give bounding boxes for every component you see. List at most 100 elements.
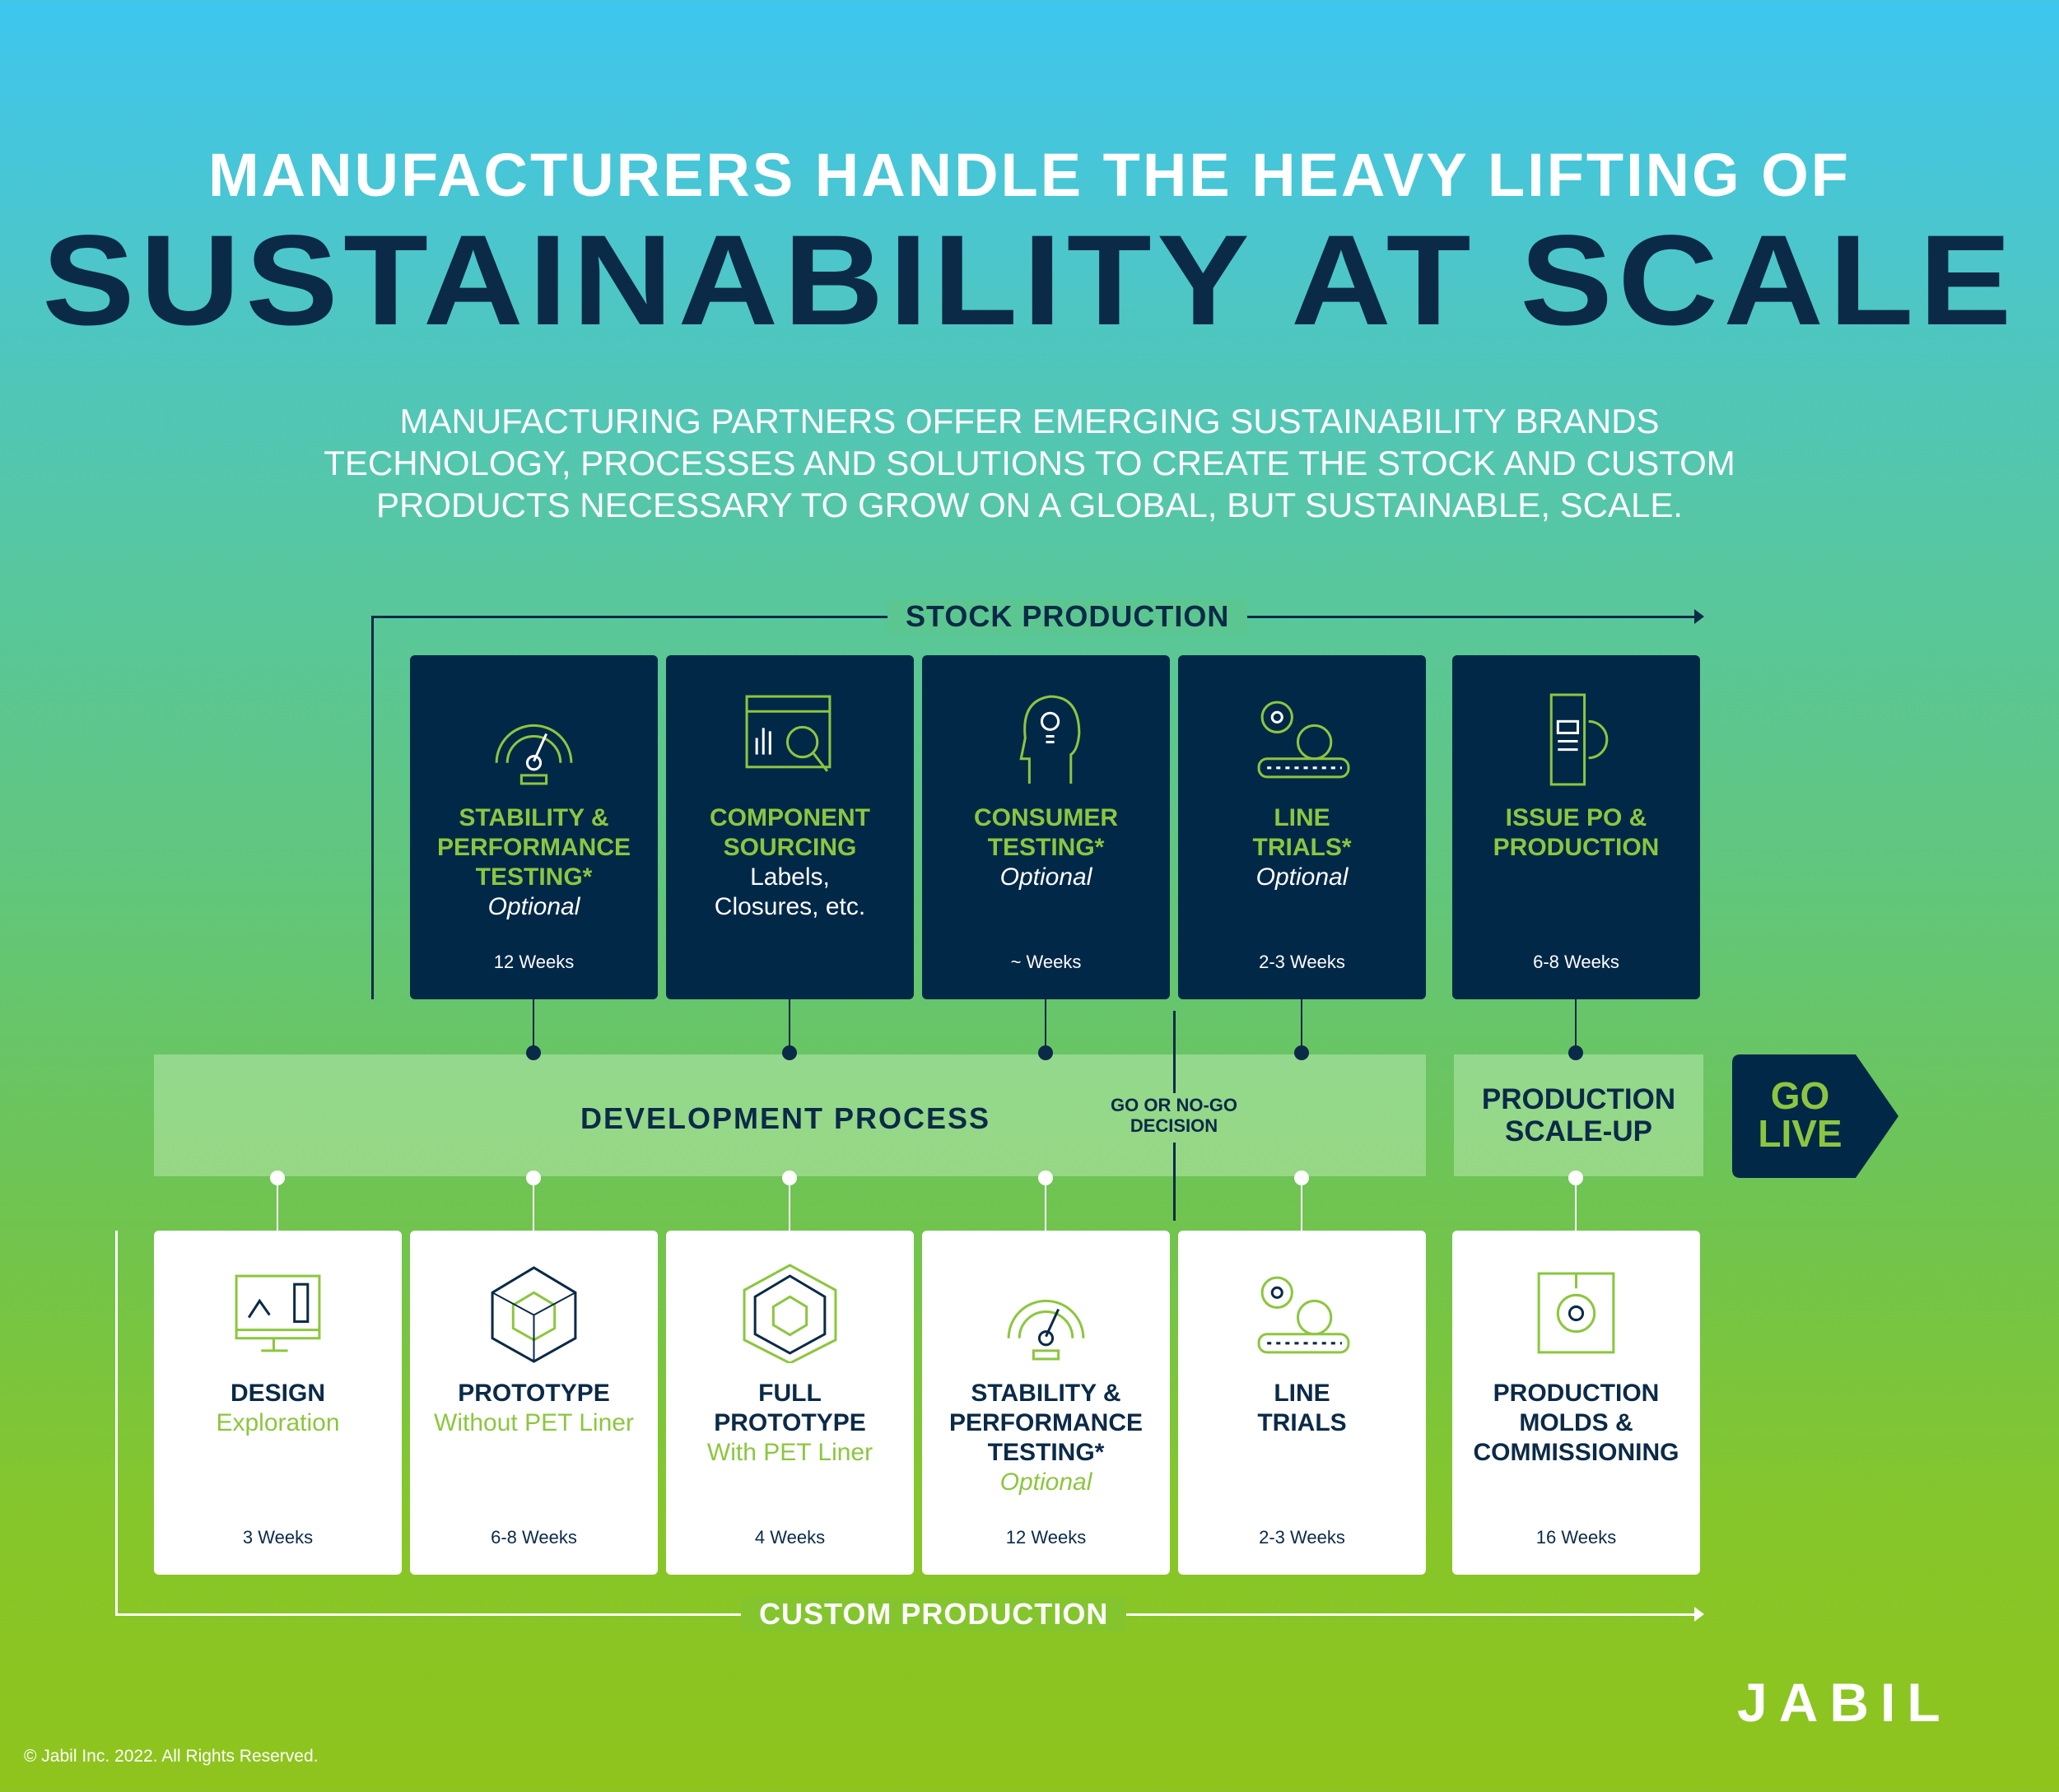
card-title-line: STABILITY & [459,804,609,831]
connector-dot [270,1171,285,1185]
card-title: PRODUCTION MOLDS & COMMISSIONING [1452,1379,1700,1468]
connector-line [533,999,534,1054]
card-duration: 6-8 Weeks [1533,952,1619,972]
card-subtitle: Without PET Liner [434,1409,634,1436]
card-title: LINE TRIALS* Optional [1178,803,1426,892]
scaleup-line: PRODUCTION [1481,1083,1676,1115]
card-duration: 2-3 Weeks [1259,952,1345,972]
card-title: STABILITY & PERFORMANCE TESTING* Optional [410,803,658,922]
card-title: LINE TRIALS [1178,1379,1426,1438]
card-duration: 2-3 Weeks [1259,1527,1345,1548]
card-title: ISSUE PO & PRODUCTION [1452,803,1700,863]
cube-wireframe-icon [484,1264,584,1363]
connector-line [789,1178,790,1231]
go-no-go-decision: GO OR NO-GO DECISION [1092,1095,1256,1136]
card-subtitle: With PET Liner [706,1439,873,1466]
card-title-line: LINE [1274,804,1330,831]
headline-line1: MANUFACTURERS HANDLE THE HEAVY LIFTING O… [208,141,1851,209]
jabil-logo: JABIL [1737,1672,1952,1733]
intro-line: MANUFACTURING PARTNERS OFFER EMERGING SU… [399,402,1660,440]
connector-dot [1038,1171,1053,1185]
connector-dot [782,1045,797,1060]
connector-line [1301,1178,1302,1231]
connector-dot [1038,1045,1053,1060]
connector-line [1045,999,1046,1054]
stock-arrowhead-icon [1694,609,1704,624]
stock-card: LINE TRIALS* Optional 2-3 Weeks [1178,655,1426,999]
card-subtitle: Closures, etc. [714,893,866,920]
card-title-line: TESTING* [987,834,1105,861]
head-lightbulb-icon [996,688,1096,788]
go-live-arrow [1732,1054,1898,1178]
card-title-line: PRODUCTION [1493,1380,1660,1407]
connector-dot [1294,1045,1309,1060]
intro-paragraph: MANUFACTURING PARTNERS OFFER EMERGING SU… [247,400,1812,526]
go-live-line: GO [1770,1074,1830,1117]
stock-card: COMPONENT SOURCING Labels, Closures, etc. [666,655,914,999]
card-duration: 4 Weeks [754,1527,826,1548]
custom-left-line [115,1231,118,1615]
decision-line: DECISION [1130,1115,1218,1136]
connector-line [1575,1178,1577,1231]
card-title-line: DESIGN [230,1380,326,1407]
card-subtitle: Labels, [750,863,830,891]
card-subtitle: Optional [999,863,1092,891]
stock-left-line [371,616,374,999]
card-subtitle: Optional [487,893,580,920]
card-duration: 3 Weeks [242,1527,314,1548]
card-duration: ~ Weeks [1010,952,1082,972]
card-title-line: TESTING* [987,1439,1105,1466]
card-title: PROTOTYPE Without PET Liner [410,1379,658,1438]
card-title-line: ISSUE PO & [1505,804,1647,831]
card-title: DESIGN Exploration [154,1379,402,1438]
stock-card: ISSUE PO & PRODUCTION 6-8 Weeks [1452,655,1700,999]
card-title-line: MOLDS & [1519,1409,1633,1436]
connector-line [1301,999,1302,1054]
connector-dot [1568,1045,1583,1060]
card-title-line: COMMISSIONING [1473,1439,1679,1466]
custom-card: PRODUCTION MOLDS & COMMISSIONING 16 Weeks [1452,1231,1700,1575]
custom-card: FULL PROTOTYPE With PET Liner 4 Weeks [666,1231,914,1575]
card-title: COMPONENT SOURCING Labels, Closures, etc. [666,803,914,922]
monitor-design-icon [228,1264,328,1363]
card-title-line: PERFORMANCE [948,1409,1143,1436]
copyright: © Jabil Inc. 2022. All Rights Reserved. [24,1747,319,1766]
connector-dot [1294,1171,1309,1185]
card-title-line: FULL [758,1380,822,1407]
intro-line: PRODUCTS NECESSARY TO GROW ON A GLOBAL, … [375,486,1684,524]
connector-line [1045,1178,1046,1231]
stock-production-label: STOCK PRODUCTION [887,599,1248,634]
card-title-line: PROTOTYPE [714,1409,866,1436]
document-gear-icon [1526,688,1626,788]
connector-line [533,1178,534,1231]
go-live-line: LIVE [1758,1112,1842,1155]
connector-line [277,1178,278,1231]
card-title-line: TESTING* [475,863,593,891]
card-title-line: TRIALS* [1252,834,1352,861]
card-title-line: CONSUMER [973,804,1118,831]
decision-line: GO OR NO-GO [1111,1095,1237,1115]
development-process-band [154,1054,1426,1176]
cube-hexagon-icon [740,1264,840,1365]
connector-line [1575,999,1577,1054]
card-title-line: PERFORMANCE [436,834,631,861]
card-title: CONSUMER TESTING* Optional [922,803,1170,892]
mold-gear-icon [1526,1264,1626,1363]
custom-card: LINE TRIALS 2-3 Weeks [1178,1231,1426,1575]
card-title-line: PROTOTYPE [458,1380,610,1407]
card-duration: 12 Weeks [1005,1527,1087,1548]
card-title: FULL PROTOTYPE With PET Liner [666,1379,914,1468]
connector-dot [1568,1171,1583,1185]
stock-card: CONSUMER TESTING* Optional ~ Weeks [922,655,1170,999]
card-title-line: TRIALS [1257,1409,1347,1436]
custom-card: PROTOTYPE Without PET Liner 6-8 Weeks [410,1231,658,1575]
decision-divider [1173,1011,1176,1093]
custom-arrowhead-icon [1694,1607,1704,1622]
chart-magnifier-icon [740,688,840,788]
gauge-icon [996,1264,1096,1363]
intro-line: TECHNOLOGY, PROCESSES AND SOLUTIONS TO C… [324,444,1735,482]
card-title: STABILITY & PERFORMANCE TESTING* Optional [922,1379,1170,1497]
card-subtitle: Optional [999,1469,1092,1496]
connector-dot [782,1171,797,1185]
go-live-label: GO LIVE [1732,1077,1868,1152]
